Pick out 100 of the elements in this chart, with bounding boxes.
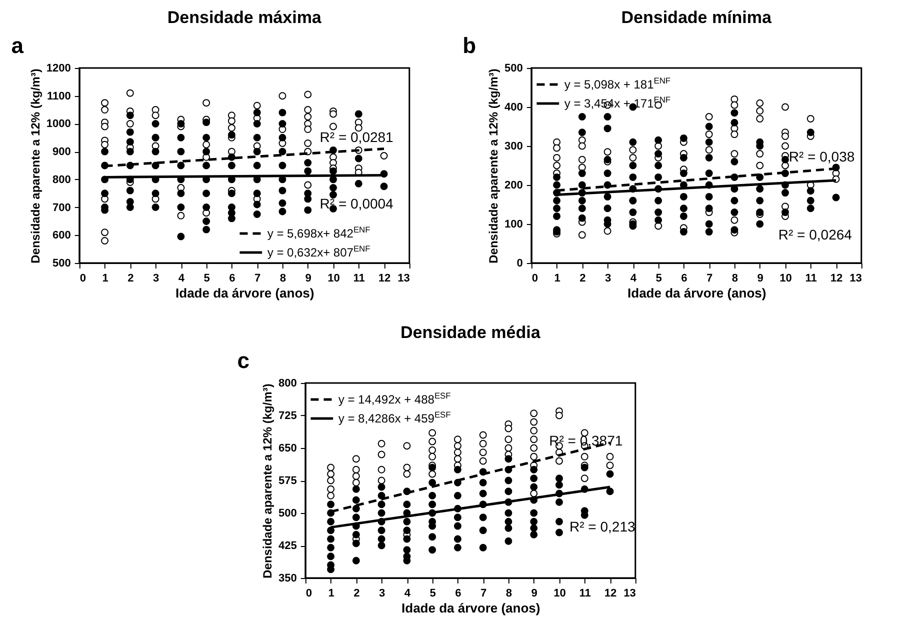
point [756,114,764,122]
y-tick-label: 1000 [46,118,71,130]
x-tick-label: 9 [531,588,538,600]
x-tick-label: 0 [306,588,312,600]
point [781,142,789,150]
point [553,154,560,162]
y-tick-label: 500 [504,62,523,74]
point [781,132,789,140]
point [378,440,386,448]
legend-label: y = 0,632x+ 807$^{ENF}$ [267,244,370,260]
annotation: R² = 0,0004 [320,196,394,212]
point [327,492,334,500]
x-tick-label: 13 [624,588,636,600]
y-tick-label: 575 [278,475,297,487]
y-tick-label: 600 [52,230,71,242]
point [730,130,738,138]
x-tick-label: 1 [328,588,334,600]
point [604,227,612,235]
point [530,444,538,452]
y-tick-label: 425 [278,540,297,552]
point [705,146,713,154]
point [403,442,411,450]
y-tick-label: 100 [504,218,523,230]
point [756,150,764,158]
x-tick-label: 12 [604,588,617,600]
legend-label: y = 5,698x+ 842$^{ENF}$ [267,224,370,240]
annotation: R² = 0,3871 [549,432,623,448]
x-axis-title: Idade da árvore (anos) [176,286,314,300]
y-axis-title: Densidade aparente a 12% (kg/m³) [260,384,275,578]
point [730,150,738,158]
point [555,412,563,420]
point [504,424,512,432]
point [629,154,637,162]
point [327,470,334,478]
x-tick-label: 13 [398,272,410,284]
x-tick-label: 12 [830,272,843,284]
point [327,476,334,484]
point [479,440,487,448]
point [530,436,538,444]
point [756,99,764,107]
y-tick-label: 500 [52,258,71,270]
x-tick-label: 2 [128,272,134,284]
point [454,448,462,456]
x-tick-label: 6 [455,588,462,600]
text: a [11,33,24,58]
text: c [237,348,250,373]
point [378,476,386,484]
point [504,444,512,452]
point [730,101,738,109]
point [479,457,487,465]
point [352,478,360,486]
point [530,410,538,418]
point [578,142,586,150]
x-tick-label: 10 [780,272,792,284]
point [530,490,538,498]
point [604,148,612,156]
point [428,446,436,454]
point [606,462,614,470]
x-tick-label: 8 [506,588,512,600]
point [756,107,764,115]
x-tick-label: 1 [102,272,108,284]
chart-title: Densidade máxima [167,8,322,27]
y-tick-label: 725 [278,410,297,422]
y-tick-label: 400 [504,102,523,114]
y-tick-label: 1100 [47,90,71,102]
x-tick-label: 1 [554,272,560,284]
point [578,231,586,239]
point [403,470,411,478]
point [454,455,462,463]
y-tick-label: 900 [52,146,71,158]
point [553,162,560,170]
x-tick-label: 0 [532,272,538,284]
point [606,452,614,460]
x-tick-label: 8 [280,272,286,284]
y-tick-label: 300 [504,140,523,152]
x-tick-label: 7 [706,272,713,284]
legend-label: y = 5,098x + 181$^{ENF}$ [564,76,671,92]
x-axis-title: Idade da árvore (anos) [402,600,540,616]
x-tick-label: 10 [328,272,340,284]
y-axis-title: Densidade aparente a 12% (kg/m³) [486,68,501,264]
x-tick-label: 0 [80,272,86,284]
point [454,442,462,450]
annotation: R² = 0,0264 [778,226,852,243]
y-tick-label: 650 [278,442,297,454]
point [454,436,462,444]
point [654,222,662,230]
legend-label: y = 8,4286x + 459$^{ESF}$ [338,410,451,426]
x-tick-label: 11 [579,588,591,600]
x-tick-label: 9 [757,272,764,284]
point [504,436,512,444]
y-tick-label: 1200 [46,62,71,74]
point [730,216,738,224]
point [555,457,563,465]
point [553,138,560,146]
point [705,113,713,120]
point [530,452,538,460]
y-axis-title: Densidade aparente a 12% (kg/m³) [28,68,42,264]
point [578,136,586,144]
point [756,162,764,170]
point [352,455,360,463]
